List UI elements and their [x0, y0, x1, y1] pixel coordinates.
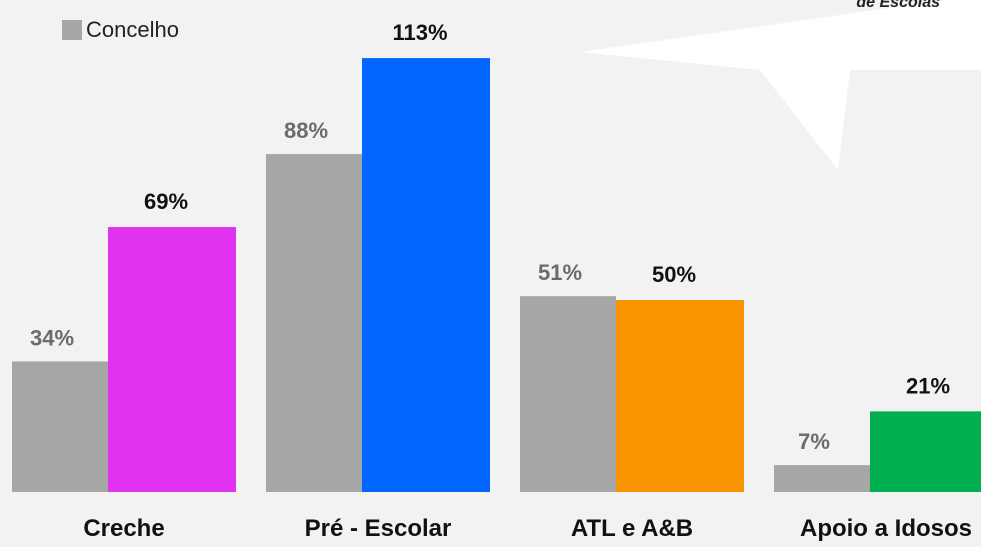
- data-label-concelho-3: 7%: [798, 429, 830, 454]
- bar-series2-3: [870, 411, 981, 492]
- bar-concelho-0: [12, 361, 108, 492]
- data-label-series2-0: 69%: [144, 189, 188, 214]
- data-label-series2-3: 21%: [906, 373, 950, 398]
- bar-concelho-1: [266, 154, 362, 492]
- legend: Concelho: [62, 17, 179, 43]
- callout-text: de Escolas: [856, 0, 940, 11]
- bar-concelho-3: [774, 465, 870, 492]
- legend-label: Concelho: [86, 17, 179, 42]
- category-label-1: Pré - Escolar: [305, 515, 452, 542]
- bar-series2-1: [362, 58, 490, 492]
- category-label-3: Apoio a Idosos: [800, 515, 972, 542]
- data-label-series2-1: 113%: [392, 20, 447, 45]
- callout-shape: [580, 0, 981, 170]
- bar-concelho-2: [520, 296, 616, 492]
- bar-series2-2: [616, 300, 744, 492]
- data-label-concelho-0: 34%: [30, 325, 74, 350]
- category-label-0: Creche: [83, 515, 164, 542]
- data-label-concelho-1: 88%: [284, 118, 328, 143]
- data-label-series2-2: 50%: [652, 262, 696, 287]
- category-label-2: ATL e A&B: [571, 515, 693, 542]
- legend-swatch-concelho: [62, 20, 82, 40]
- bar-series2-0: [108, 227, 236, 493]
- data-label-concelho-2: 51%: [538, 260, 582, 285]
